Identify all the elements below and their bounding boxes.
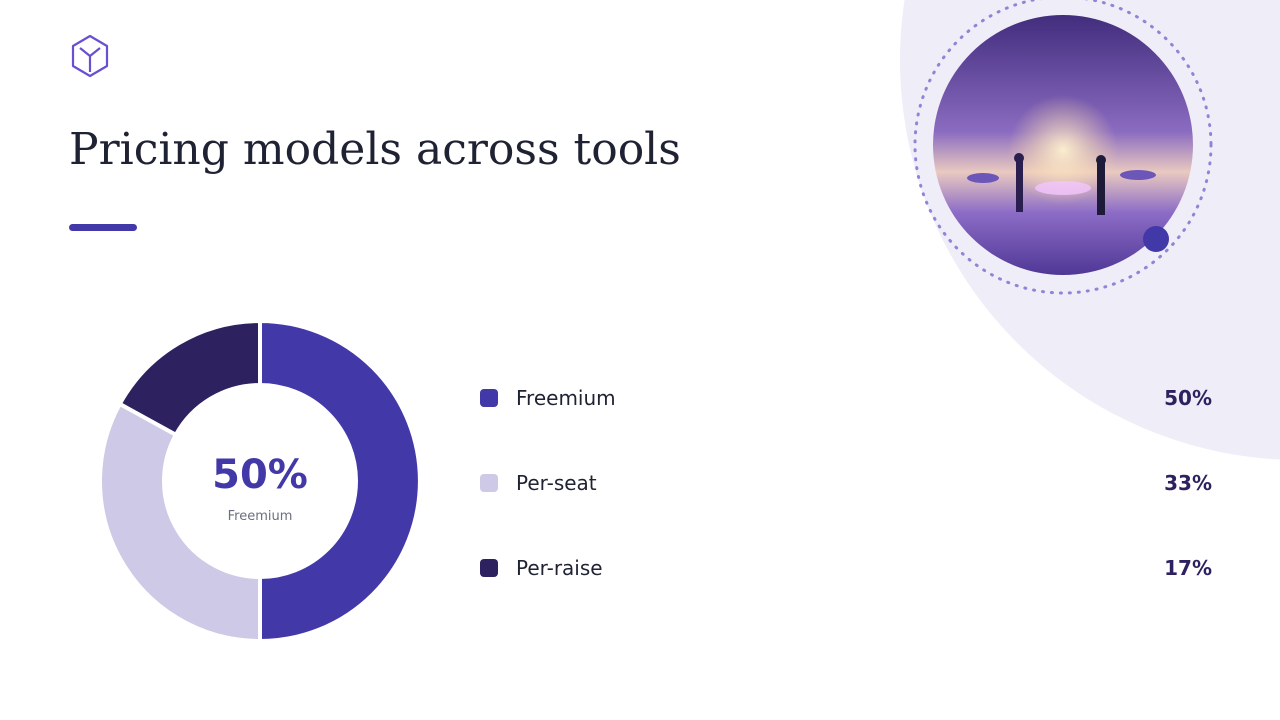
legend-swatch [480,474,498,492]
legend-swatch [480,559,498,577]
title-underline [69,224,137,231]
dotted-ring [913,0,1213,295]
logo [71,34,109,78]
legend-value: 33% [1164,471,1212,495]
donut-slice [98,401,262,644]
center-label: Freemium [228,509,293,524]
legend-swatch [480,389,498,407]
donut-slice [117,318,262,438]
legend-label: Per-raise [516,556,603,580]
legend-label: Per-seat [516,471,597,495]
center-value: 50% [212,452,308,498]
donut-slice [258,318,422,644]
accent-dot [1143,226,1169,252]
donut-chart: Freemium 50% Per-seat 33% Per-raise 17% [98,318,1212,644]
slide-title: Pricing models across tools [69,124,681,175]
legend-value: 17% [1164,556,1212,580]
legend-value: 50% [1164,386,1212,410]
legend-label: Freemium [516,386,616,410]
